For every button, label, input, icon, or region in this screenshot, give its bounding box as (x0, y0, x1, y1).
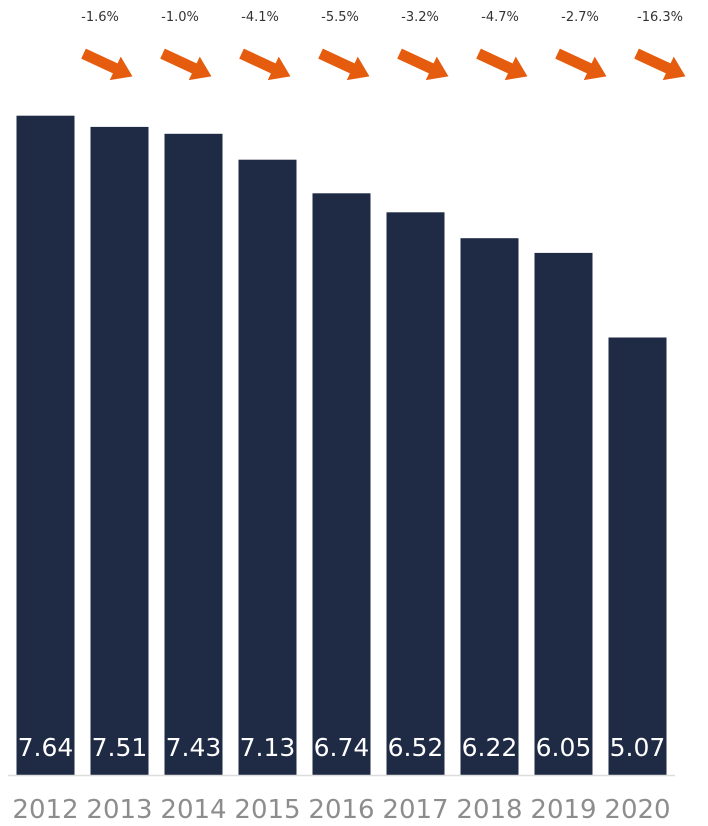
change-indicator: -1.0% (160, 10, 212, 81)
change-indicator: -4.1% (239, 10, 291, 81)
bar-2014 (164, 133, 223, 776)
change-percent-label: -16.3% (637, 10, 683, 25)
x-tick-label: 2020 (604, 795, 670, 825)
bar-2012 (16, 115, 75, 775)
x-tick-labels-group: 2012 2013 2014 2015 2016 2017 2018 2019 2020 (12, 795, 670, 825)
arrow-down-right-icon (239, 48, 291, 81)
bar-value-label: 6.52 (388, 733, 444, 762)
arrow-down-right-icon (81, 48, 133, 81)
x-tick-label: 2017 (382, 795, 448, 825)
value-labels-group: 7.64 7.51 7.43 7.13 6.74 6.52 6.22 6.05 5.07 (18, 733, 666, 762)
change-indicator: -5.5% (318, 10, 370, 81)
arrow-down-right-icon (555, 48, 607, 81)
x-tick-label: 2015 (234, 795, 300, 825)
bar-2015 (238, 159, 297, 775)
change-percent-label: -5.5% (321, 10, 359, 25)
bar-value-label: 6.05 (536, 733, 592, 762)
arrow-down-right-icon (476, 48, 528, 81)
arrow-down-right-icon (634, 48, 686, 81)
change-percent-label: -4.1% (241, 10, 279, 25)
change-indicator: -16.3% (634, 10, 686, 81)
bar-value-label: 6.22 (462, 733, 518, 762)
bar-value-label: 5.07 (610, 733, 666, 762)
bar-value-label: 7.43 (166, 733, 222, 762)
x-tick-label: 2012 (12, 795, 78, 825)
x-tick-label: 2018 (456, 795, 522, 825)
x-tick-label: 2014 (160, 795, 226, 825)
change-percent-label: -1.6% (81, 10, 119, 25)
change-indicator: -1.6% (81, 10, 133, 81)
x-tick-label: 2013 (86, 795, 152, 825)
bar-2016 (312, 193, 371, 776)
bar-value-label: 7.51 (92, 733, 148, 762)
arrow-down-right-icon (318, 48, 370, 81)
change-indicator: -4.7% (476, 10, 528, 81)
bar-value-label: 7.64 (18, 733, 74, 762)
arrow-down-right-icon (397, 48, 449, 81)
change-percent-label: -4.7% (481, 10, 519, 25)
change-indicator: -3.2% (397, 10, 449, 81)
bar-2013 (90, 126, 149, 775)
bar-2019 (534, 252, 593, 775)
change-indicators-group: -1.6% -1.0% -4.1% -5.5% -3.2% -4.7% -2.7% -16.3… (81, 10, 686, 81)
x-tick-label: 2016 (308, 795, 374, 825)
bar-value-label: 6.74 (314, 733, 370, 762)
bar-2020 (608, 337, 667, 775)
change-percent-label: -3.2% (401, 10, 439, 25)
bar-value-label: 7.13 (240, 733, 296, 762)
x-tick-label: 2019 (530, 795, 596, 825)
change-indicator: -2.7% (555, 10, 607, 81)
bar-2017 (386, 212, 445, 776)
bar-2018 (460, 238, 519, 775)
change-percent-label: -2.7% (561, 10, 599, 25)
change-percent-label: -1.0% (161, 10, 199, 25)
bars-group (16, 115, 667, 776)
arrow-down-right-icon (160, 48, 212, 81)
